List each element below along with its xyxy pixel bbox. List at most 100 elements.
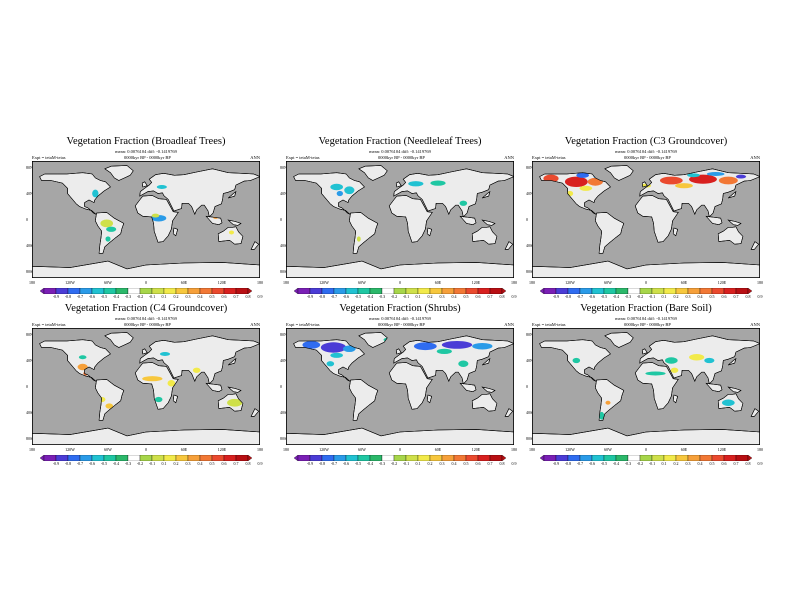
colorbar-tick-label: -0.8 <box>318 294 326 299</box>
panel-subtitle: mean: 0.0076104 diff: -0.1419769 <box>115 149 177 154</box>
lat-tick-label: 0 <box>280 383 282 389</box>
panel-title: Vegetation Fraction (Needleleaf Trees) <box>318 136 482 147</box>
anomaly-patch <box>106 226 117 232</box>
lat-tick-label: 40S <box>26 409 33 415</box>
colorbar-tick-label: 0.3 <box>439 294 445 299</box>
anomaly-patch <box>330 352 343 358</box>
colorbar-tick-label: -0.9 <box>552 461 560 466</box>
lon-tick-label: 180 <box>29 447 35 452</box>
lat-tick-label: 80N <box>280 331 287 337</box>
period-label: 0000kyr BP - 0000kyr BP <box>378 155 425 160</box>
colorbar-tick-label: 0.4 <box>451 461 457 466</box>
colorbar-tick-label: 0.3 <box>685 294 691 299</box>
map-frame: 80N 40N 0 40S 80S 180 120W 60W 0 60E 120E 180 <box>526 161 763 285</box>
colorbar-max-arrow <box>747 288 752 294</box>
colorbar: -0.9 -0.8 -0.7 -0.6 -0.5 -0.4 -0.3 -0.2 -0.1 0.1 0… <box>294 288 517 302</box>
coastline <box>604 165 634 181</box>
anomaly-patch <box>472 342 493 350</box>
colorbar-max-arrow <box>247 288 252 294</box>
coastline <box>348 212 379 254</box>
coastlines <box>32 165 260 278</box>
anomaly-patch <box>413 342 437 351</box>
lon-tick-label: 60E <box>680 447 688 452</box>
colorbar-tick-label: -0.1 <box>648 294 656 299</box>
coastline <box>717 226 744 245</box>
colorbar-tick-label: -0.2 <box>390 461 398 466</box>
colorbar-tick-label: -0.2 <box>136 294 144 299</box>
lon-tick-label: 0 <box>145 447 147 452</box>
panel-meta: Expt = tetaM-teias 0000kyr BP - 0000kyr … <box>286 155 514 160</box>
anomaly-patch <box>564 176 588 187</box>
panel-broadleaf: Vegetation Fraction (Broadleaf Trees) me… <box>26 136 266 299</box>
coastline <box>32 427 260 445</box>
coastline <box>471 226 498 245</box>
colorbar-tick-label: -0.9 <box>306 294 314 299</box>
colorbar-tick-label: 0.5 <box>709 461 715 466</box>
colorbar-tick-label: -0.8 <box>564 461 572 466</box>
colorbar-tick-label: 0.9 <box>257 294 263 299</box>
world-map <box>286 161 514 278</box>
lat-tick-label: 80S <box>26 435 33 441</box>
expt-label: Expt = tetaM-teias <box>286 155 320 160</box>
colorbar-tick-label: 0.7 <box>233 294 239 299</box>
anomaly-patch <box>320 342 347 353</box>
colorbar-tick-label: -0.8 <box>318 461 326 466</box>
panel-subtitle: mean: 0.0076104 diff: -0.1419769 <box>615 316 677 321</box>
coastline <box>104 332 134 348</box>
anomaly-patch <box>326 361 335 367</box>
lon-tick-label: 180 <box>283 447 289 452</box>
anomaly-patch <box>665 357 678 364</box>
colorbar-tick-label: 0.1 <box>661 294 667 299</box>
anomaly-patch <box>704 357 715 364</box>
panel-c3: Vegetation Fraction (C3 Groundcover) mea… <box>526 136 766 299</box>
coastline <box>205 382 223 393</box>
coastline <box>504 408 514 417</box>
colorbar-tick-label: 0.5 <box>209 294 215 299</box>
colorbar-tick-label: -0.7 <box>76 461 84 466</box>
coastline <box>172 394 179 404</box>
lon-tick-label: 120W <box>319 447 329 452</box>
panel-needleleaf: Vegetation Fraction (Needleleaf Trees) m… <box>280 136 520 299</box>
colorbar-tick-label: -0.6 <box>342 461 350 466</box>
colorbar-tick-label: -0.7 <box>330 294 338 299</box>
coastline <box>750 408 760 417</box>
anomaly-patch <box>78 355 87 360</box>
colorbar: -0.9 -0.8 -0.7 -0.6 -0.5 -0.4 -0.3 -0.2 -0.1 0.1 0… <box>40 288 263 302</box>
colorbar-tick-label: 0.7 <box>733 294 739 299</box>
coastline <box>634 195 679 243</box>
colorbar-tick-label: -0.2 <box>136 461 144 466</box>
coastlines <box>532 165 760 278</box>
colorbar-tick-label: 0.7 <box>233 461 239 466</box>
colorbar-swatches <box>540 455 752 461</box>
colorbar-max-arrow <box>501 288 506 294</box>
anomaly-patch <box>605 400 611 405</box>
coastline <box>358 165 388 181</box>
colorbar-tick-label: 0.4 <box>197 461 203 466</box>
colorbar-tick-label: 0.5 <box>463 294 469 299</box>
anomaly-patch <box>228 230 235 235</box>
anomaly-patch <box>572 357 581 364</box>
colorbar: -0.9 -0.8 -0.7 -0.6 -0.5 -0.4 -0.3 -0.2 -0.1 0.1 0… <box>540 455 763 469</box>
lon-tick-label: 60E <box>434 280 442 285</box>
anomaly-patch <box>687 173 700 178</box>
colorbar-tick-label: -0.6 <box>88 461 96 466</box>
coastline <box>504 241 514 250</box>
lat-tick-label: 40N <box>526 357 533 363</box>
colorbar-tick-label: -0.2 <box>636 294 644 299</box>
colorbar-tick-label: -0.5 <box>354 461 362 466</box>
land <box>32 332 260 445</box>
colorbar-tick-label: -0.6 <box>88 294 96 299</box>
colorbar-tick-label: -0.5 <box>354 294 362 299</box>
coastline <box>459 382 477 393</box>
colorbar-tick-label: -0.1 <box>402 294 410 299</box>
colorbar-tick-label: -0.7 <box>576 294 584 299</box>
colorbar-tick-label: 0.2 <box>173 461 179 466</box>
lat-tick-label: 0 <box>26 383 28 389</box>
coastline <box>532 260 760 278</box>
colorbar-tick-label: 0.8 <box>245 461 251 466</box>
coastline <box>482 357 491 366</box>
lon-tick-label: 60W <box>358 447 366 452</box>
colorbar-tick-label: 0.6 <box>221 461 227 466</box>
colorbar-tick-label: 0.1 <box>161 461 167 466</box>
land <box>286 165 514 278</box>
